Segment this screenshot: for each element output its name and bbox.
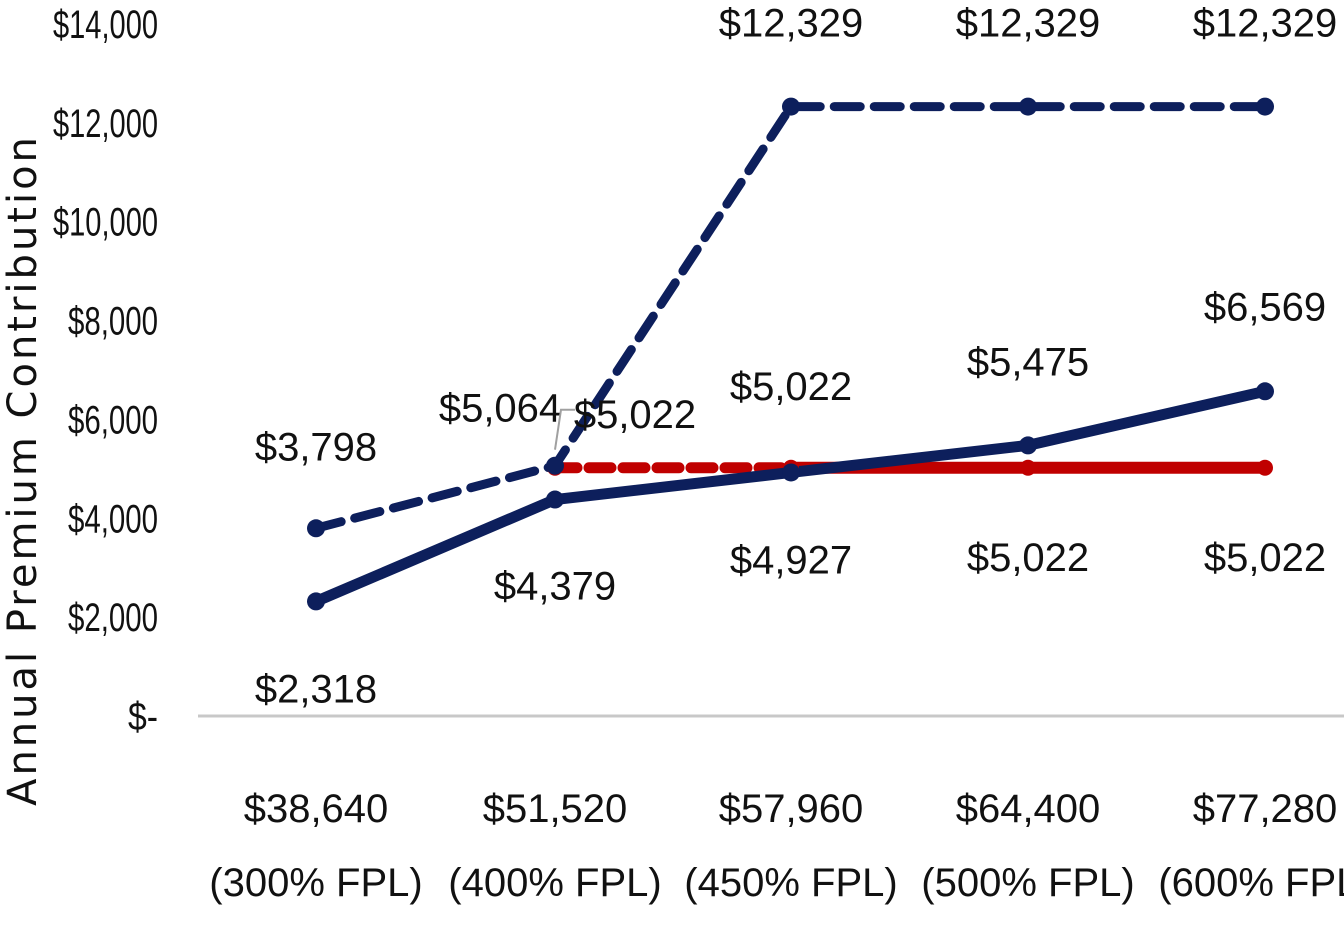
navy-solid-series-point (1019, 436, 1037, 455)
x-tick-income: $57,960 (719, 787, 864, 831)
x-tick-fpl: (450% FPL) (684, 861, 897, 905)
data-labels: $3,798 $5,064 $12,329 $12,329 $12,329 $5,022 $… (255, 2, 1337, 712)
red-series-data-label: $5,022 (574, 393, 696, 437)
navy-dashed-data-label: $12,329 (956, 2, 1101, 46)
red-series-point (1257, 459, 1273, 476)
y-tick-label: $- (128, 695, 158, 739)
navy-dashed-data-label: $5,064 (439, 387, 561, 431)
x-tick-fpl: (400% FPL) (448, 861, 661, 905)
navy-solid-series-point (307, 592, 325, 611)
x-tick-fpl: (300% FPL) (209, 861, 422, 905)
navy-solid-data-label: $5,475 (967, 340, 1089, 384)
navy-dashed-data-label: $12,329 (719, 2, 864, 46)
navy-solid-data-label: $2,318 (255, 667, 377, 711)
x-tick-fpl: (600% FPL) (1158, 861, 1344, 905)
navy-dashed-series-point (1019, 97, 1037, 116)
y-tick-label: $2,000 (68, 596, 158, 640)
navy-dashed-series-point (1256, 97, 1274, 116)
navy-dashed-data-label: $3,798 (255, 425, 377, 469)
red-series-data-label: $5,022 (1204, 536, 1326, 580)
y-tick-label: $12,000 (53, 102, 158, 146)
red-series-data-label: $5,022 (967, 536, 1089, 580)
y-tick-label: $4,000 (68, 497, 158, 541)
y-axis-ticks: $- $2,000 $4,000 $6,000 $8,000 $10,000 $12,000… (53, 3, 158, 739)
x-axis-ticks: $38,640 (300% FPL) $51,520 (400% FPL) $57,96… (209, 787, 1344, 905)
y-tick-label: $14,000 (53, 3, 158, 47)
navy-dashed-series-point (782, 97, 800, 116)
x-tick-income: $77,280 (1193, 787, 1338, 831)
x-tick-income: $38,640 (244, 787, 389, 831)
navy-solid-series-point (546, 490, 564, 509)
navy-solid-series-point (782, 463, 800, 482)
red-series-point (1020, 459, 1036, 476)
navy-dashed-series-point (546, 456, 564, 475)
red-series-data-label: $5,022 (730, 365, 852, 409)
series-lines (310, 102, 1271, 607)
y-axis-title: Annual Premium Contribution (0, 134, 46, 806)
navy-solid-series-point (1256, 382, 1274, 401)
y-tick-label: $10,000 (53, 201, 158, 245)
label-leader-line (554, 408, 575, 450)
navy-solid-data-label: $6,569 (1204, 285, 1326, 329)
x-tick-fpl: (500% FPL) (921, 861, 1134, 905)
navy-solid-data-label: $4,379 (494, 565, 616, 609)
series-markers (307, 97, 1274, 611)
x-tick-income: $51,520 (483, 787, 628, 831)
navy-dashed-data-label: $12,329 (1193, 2, 1338, 46)
x-tick-income: $64,400 (956, 787, 1101, 831)
y-tick-label: $6,000 (68, 398, 158, 442)
navy-solid-data-label: $4,927 (730, 538, 852, 582)
navy-dashed-series-point (307, 519, 325, 538)
y-tick-label: $8,000 (68, 300, 158, 344)
